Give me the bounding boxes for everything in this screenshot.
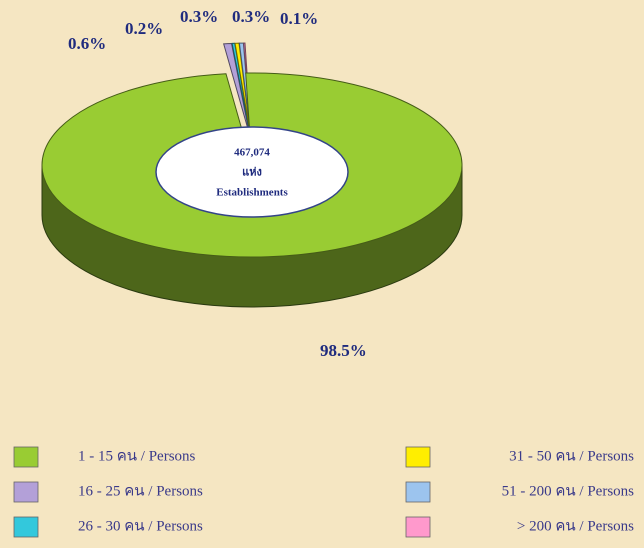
- legend-label: 16 - 25 คน / Persons: [78, 483, 203, 499]
- legend-swatch: [13, 481, 39, 503]
- legend-swatch: [13, 446, 39, 468]
- value-label: 0.2%: [125, 19, 163, 38]
- legend-swatch: [405, 481, 431, 503]
- legend-swatch: [405, 446, 431, 468]
- pie-slice: [223, 42, 251, 136]
- legend-swatch: [13, 516, 39, 538]
- center-label: 467,074: [234, 147, 270, 159]
- legend-label: 31 - 50 คน / Persons: [509, 448, 634, 464]
- value-label: 0.1%: [280, 9, 318, 28]
- value-label: 0.3%: [232, 7, 270, 26]
- legend-swatch: [405, 516, 431, 538]
- center-label: Establishments: [216, 187, 288, 199]
- value-label: 0.6%: [68, 34, 106, 53]
- legend-label: > 200 คน / Persons: [517, 518, 634, 534]
- value-label: 0.3%: [180, 7, 218, 26]
- center-box: [155, 126, 349, 218]
- center-label: แห่ง: [242, 167, 262, 179]
- legend-label: 1 - 15 คน / Persons: [78, 448, 196, 464]
- legend-label: 26 - 30 คน / Persons: [78, 518, 203, 534]
- value-label: 98.5%: [320, 341, 367, 360]
- legend-label: 51 - 200 คน / Persons: [502, 483, 635, 499]
